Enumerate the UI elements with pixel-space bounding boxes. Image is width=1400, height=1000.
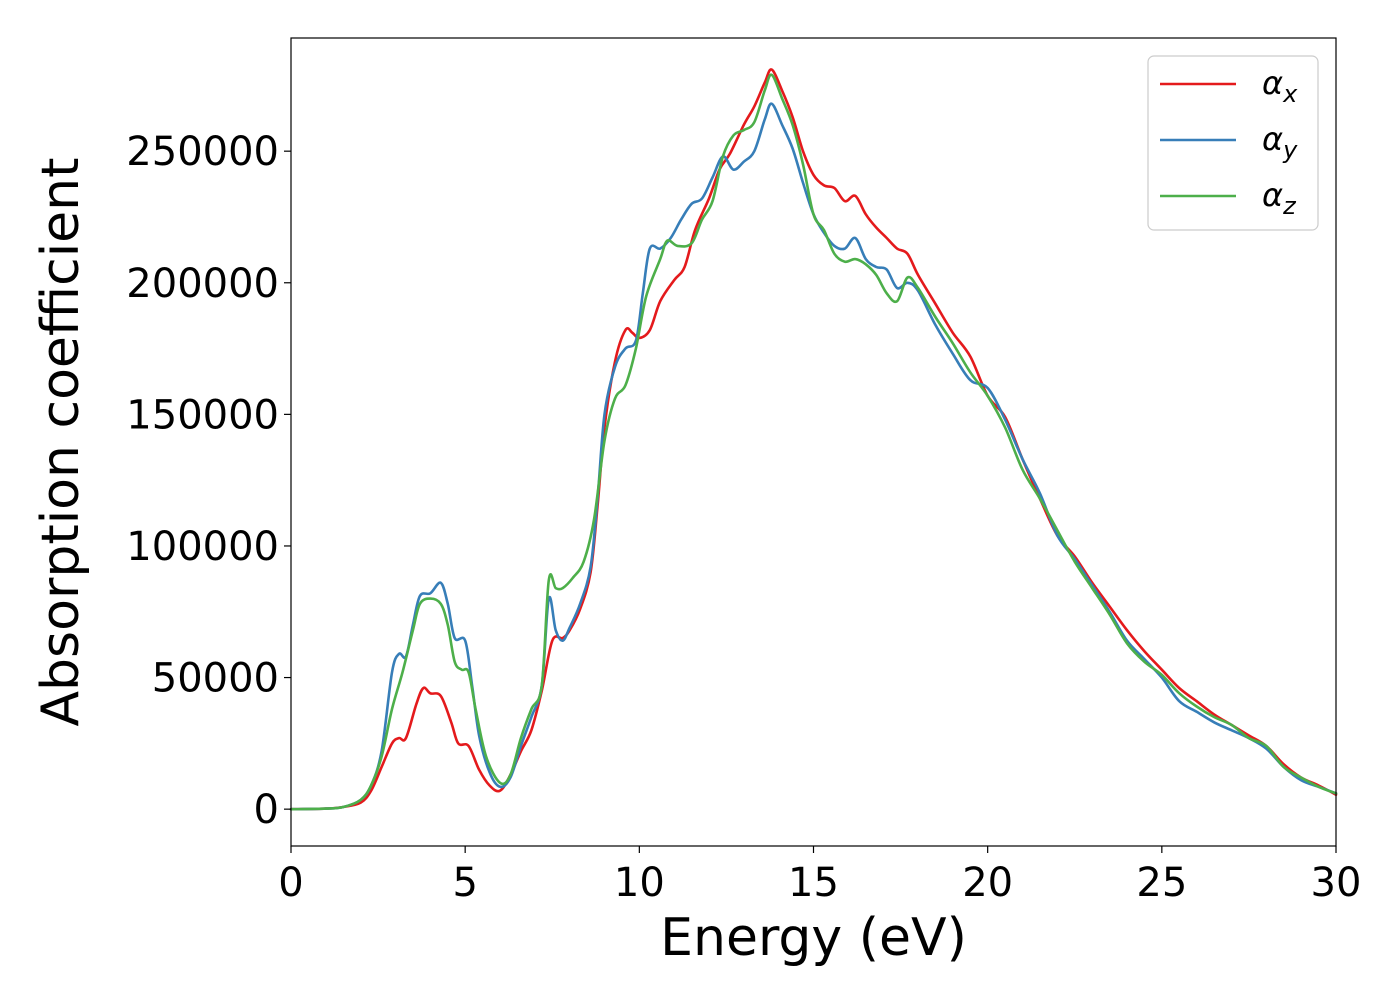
y-axis: 0 50000 100000 150000 200000 250000 xyxy=(126,129,291,833)
y-tick-label: 50000 xyxy=(152,656,279,702)
x-tick-label: 15 xyxy=(788,860,839,906)
x-tick-label: 25 xyxy=(1136,860,1187,906)
y-tick-label: 100000 xyxy=(126,524,279,570)
x-tick-label: 30 xyxy=(1311,860,1362,906)
x-tick-label: 20 xyxy=(962,860,1013,906)
plot-lines xyxy=(289,68,1338,811)
x-axis-title: Energy (eV) xyxy=(660,908,967,968)
legend-subscript-y: y xyxy=(1282,136,1298,164)
series-line-x xyxy=(289,68,1338,811)
y-tick-label: 250000 xyxy=(126,129,279,175)
legend-subscript-x: x xyxy=(1282,80,1298,108)
x-tick-label: 0 xyxy=(278,860,303,906)
legend-box xyxy=(1147,55,1319,231)
series-line-y xyxy=(289,102,1338,811)
y-tick-label: 200000 xyxy=(126,261,279,307)
legend-subscript-z: z xyxy=(1282,192,1297,220)
y-tick-label: 150000 xyxy=(126,392,279,438)
y-axis-title: Absorption coefficient xyxy=(31,157,91,726)
x-axis: 0 5 10 15 20 25 30 xyxy=(278,846,1361,906)
x-tick-label: 10 xyxy=(614,860,665,906)
y-tick-label: 0 xyxy=(254,787,279,833)
series-line-z xyxy=(289,73,1338,811)
x-tick-label: 5 xyxy=(452,860,477,906)
